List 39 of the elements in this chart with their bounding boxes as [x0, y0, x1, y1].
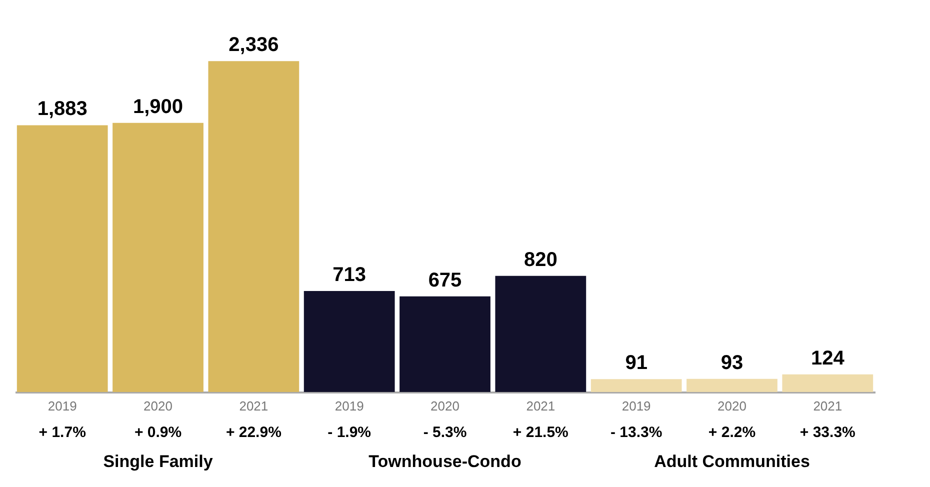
text: + 21.5% [512, 424, 568, 441]
data-label: 124 [810, 347, 846, 370]
data-label: 2,336 [228, 34, 279, 56]
text: Adult Communities [654, 452, 810, 471]
text: Townhouse-Condo [368, 452, 522, 471]
data-label: 1,900 [132, 96, 184, 118]
text: + 1.7% [38, 424, 86, 441]
x-tick-label: 2020 [718, 398, 746, 414]
bar [686, 378, 778, 392]
bar [208, 61, 300, 392]
text: + 0.9% [134, 424, 182, 441]
text: - 1.9% [328, 424, 372, 441]
data-label: 1,883 [37, 98, 88, 120]
bar [400, 296, 490, 392]
text: + 33.3% [800, 424, 856, 441]
bar [495, 276, 586, 392]
bar [112, 122, 204, 392]
x-tick-label: 2019 [48, 398, 77, 414]
x-tick-label: 2019 [622, 398, 651, 414]
x-tick-label: 2021 [239, 398, 268, 414]
text: + 22.9% [226, 424, 282, 441]
x-tick-label: 2021 [526, 398, 556, 414]
text: - 5.3% [423, 424, 467, 441]
x-tick-label: 2021 [813, 398, 842, 414]
text: - 13.3% [610, 424, 662, 441]
text: Single Family [103, 452, 214, 471]
data-label: 93 [720, 352, 744, 374]
bar [304, 290, 395, 392]
bar [590, 379, 682, 392]
bar [782, 374, 874, 392]
data-label: 820 [524, 248, 558, 271]
x-tick-label: 2020 [430, 398, 460, 414]
x-tick-label: 2020 [144, 398, 172, 414]
x-tick-label: 2019 [334, 398, 364, 414]
data-label: 91 [625, 352, 648, 374]
text: + 2.2% [708, 424, 756, 441]
bar [16, 125, 108, 392]
data-label: 713 [332, 264, 366, 286]
data-label: 675 [428, 269, 462, 292]
